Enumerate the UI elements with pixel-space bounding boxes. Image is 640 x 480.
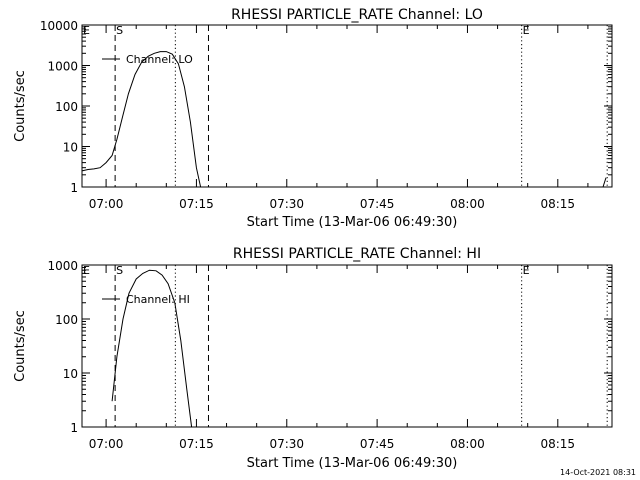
x-tick-label: 07:30 — [269, 437, 304, 451]
plot-frame — [81, 24, 613, 188]
x-tick-label: 07:30 — [269, 197, 304, 211]
legend-label: Channel: HI — [126, 293, 190, 306]
chart-title: RHESSI PARTICLE_RATE Channel: HI — [233, 246, 481, 262]
y-tick-label: 10 — [63, 141, 78, 155]
x-axis-label: Start Time (13-Mar-06 06:49:30) — [247, 456, 458, 471]
y-tick-label: 1 — [70, 181, 78, 195]
y-axis-ticks: 1 10 100 1000 10000 — [40, 19, 612, 195]
x-tick-label: 08:15 — [540, 437, 575, 451]
x-tick-label: 08:00 — [450, 197, 485, 211]
edge-marker-label: E — [83, 24, 90, 37]
marker-label: S — [116, 264, 123, 277]
legend-label: Channel: LO — [126, 53, 193, 66]
footer-timestamp: 14-Oct-2021 08:31 — [560, 468, 636, 477]
x-tick-label: 07:45 — [360, 437, 395, 451]
plot-frame — [81, 264, 613, 428]
y-tick-label: 100 — [55, 100, 78, 114]
y-tick-label: 10 — [63, 367, 78, 381]
x-axis-ticks: 07:00 07:15 07:30 07:45 08:00 08:15 — [89, 265, 589, 451]
x-tick-label: 07:00 — [89, 437, 124, 451]
y-tick-label: 10000 — [40, 19, 78, 33]
series-line-0 — [81, 51, 202, 188]
x-tick-label: 07:15 — [179, 197, 214, 211]
series-line-1 — [602, 177, 607, 188]
y-axis-label: Counts/sec — [13, 70, 28, 142]
x-tick-label: 07:00 — [89, 197, 124, 211]
y-tick-label: 1000 — [47, 259, 78, 273]
x-tick-label: 08:00 — [450, 437, 485, 451]
y-tick-label: 1000 — [47, 60, 78, 74]
series-line-0 — [111, 269, 193, 428]
y-tick-label: 1 — [70, 421, 78, 435]
x-tick-label: 07:15 — [179, 437, 214, 451]
chart-title: RHESSI PARTICLE_RATE Channel: LO — [231, 7, 483, 23]
chart-panel-0: RHESSI PARTICLE_RATE Channel: LO Start Ti… — [13, 7, 613, 230]
marker-label: E — [523, 264, 530, 277]
y-tick-label: 100 — [55, 313, 78, 327]
marker-label: S — [116, 24, 123, 37]
x-axis-ticks: 07:00 07:15 07:30 07:45 08:00 08:15 — [89, 25, 589, 211]
x-tick-label: 07:45 — [360, 197, 395, 211]
marker-label: E — [523, 24, 530, 37]
chart-panel-1: RHESSI PARTICLE_RATE Channel: HI Start Ti… — [13, 246, 613, 471]
x-axis-label: Start Time (13-Mar-06 06:49:30) — [247, 215, 458, 230]
y-axis-label: Counts/sec — [13, 310, 28, 382]
y-axis-ticks: 1 10 100 1000 — [47, 259, 612, 435]
x-tick-label: 08:15 — [540, 197, 575, 211]
edge-marker-label: E — [83, 264, 90, 277]
